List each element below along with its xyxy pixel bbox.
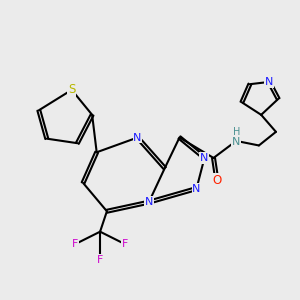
Text: N: N xyxy=(133,133,142,142)
Text: N: N xyxy=(200,153,208,163)
Text: N: N xyxy=(265,77,273,87)
Text: O: O xyxy=(212,174,222,187)
Text: F: F xyxy=(97,255,103,265)
Text: F: F xyxy=(122,239,128,249)
Text: H: H xyxy=(232,127,240,137)
Text: N: N xyxy=(145,197,153,207)
Text: S: S xyxy=(68,83,75,96)
Text: N: N xyxy=(192,184,201,194)
Text: F: F xyxy=(72,239,78,249)
Text: N: N xyxy=(232,137,240,147)
